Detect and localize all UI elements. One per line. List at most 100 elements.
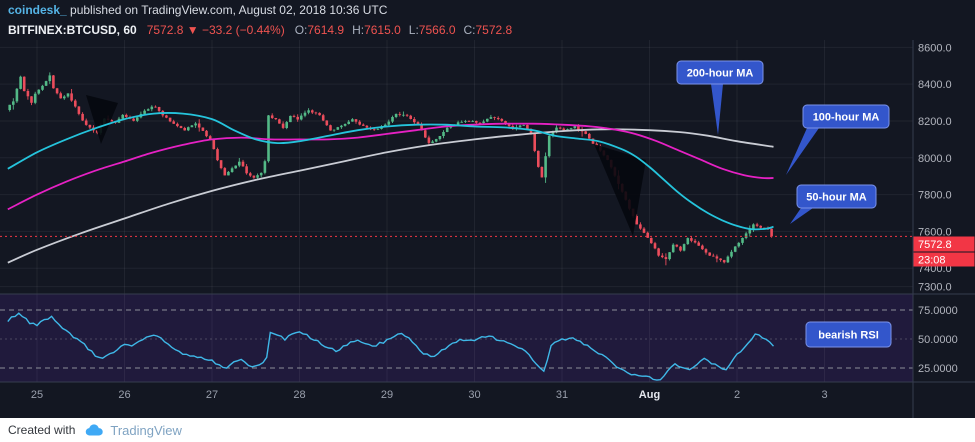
- candle-body: [456, 122, 460, 125]
- candle-body: [584, 131, 587, 134]
- chart-canvas[interactable]: 8600.08400.08200.08000.07800.07600.07400…: [0, 40, 975, 418]
- candle-body: [179, 126, 183, 128]
- candle-body: [438, 136, 442, 140]
- time-tick-label: 30: [468, 389, 480, 401]
- candle-body: [281, 123, 285, 128]
- candle-body: [321, 115, 325, 121]
- candle-body: [216, 149, 219, 161]
- candle-body: [223, 168, 227, 176]
- tradingview-cloud-icon: [86, 424, 104, 436]
- low-label: L:: [408, 23, 419, 37]
- candle-body: [263, 161, 267, 173]
- candle-body: [566, 129, 569, 131]
- price-tick-label: 7800.0: [918, 190, 952, 202]
- candle-body: [136, 117, 139, 121]
- callout-100-hour-ma[interactable]: 100-hour MA: [786, 104, 890, 175]
- candle-body: [489, 117, 493, 119]
- candle-body: [372, 129, 376, 131]
- candle-body: [682, 244, 686, 251]
- close-value: 7572.8: [475, 23, 513, 37]
- candle-body: [66, 93, 70, 97]
- candle-body: [759, 225, 762, 228]
- candle-body: [671, 244, 675, 253]
- time-axis[interactable]: 25 26 27 28 29 30 31 Aug 2 3: [31, 389, 828, 401]
- rsi-tick-label: 50.0000: [918, 334, 958, 346]
- candle-body: [744, 233, 748, 238]
- candle-body: [26, 91, 30, 97]
- candle-body: [165, 115, 168, 118]
- tradingview-link[interactable]: TradingView: [83, 422, 182, 438]
- callout-200-hour-ma[interactable]: 200-hour MA: [676, 60, 764, 135]
- candle-body: [143, 110, 146, 114]
- candle-body: [270, 115, 274, 118]
- candle-body: [267, 115, 270, 162]
- last-price-badge: 7572.8: [913, 236, 975, 252]
- price-axis[interactable]: 8600.08400.08200.08000.07800.07600.07400…: [918, 42, 958, 375]
- candle-body: [588, 133, 591, 139]
- ma-100-line: [7, 122, 774, 211]
- candle-body: [132, 118, 135, 121]
- candle-body: [325, 120, 329, 126]
- candle-body: [577, 126, 580, 130]
- price-tick-label: 8600.0: [918, 42, 952, 54]
- candle-body: [176, 123, 179, 127]
- candle-body: [256, 175, 259, 178]
- candle-body: [555, 127, 558, 133]
- candle-body: [172, 121, 175, 124]
- candle-body: [427, 137, 431, 143]
- rsi-pane-bg: [0, 294, 913, 382]
- candle-body: [219, 160, 223, 169]
- candle-body: [354, 119, 358, 122]
- candle-body: [664, 257, 668, 259]
- candle-body: [63, 96, 66, 99]
- candle-body: [285, 122, 288, 128]
- time-tick-label: 26: [118, 389, 130, 401]
- candle-body: [394, 114, 398, 117]
- svg-text:7572.8: 7572.8: [918, 239, 952, 251]
- candle-body: [686, 238, 690, 245]
- time-tick-label: Aug: [639, 389, 660, 401]
- candle-body: [383, 124, 387, 127]
- candle-body: [701, 245, 704, 250]
- created-with-text: Created with: [8, 423, 76, 437]
- time-tick-label: 29: [381, 389, 393, 401]
- candle-body: [157, 107, 161, 111]
- candle-body: [493, 117, 496, 118]
- callout-50-hour-ma[interactable]: 50-hour MA: [790, 184, 877, 224]
- candle-body: [526, 124, 529, 129]
- candle-body: [358, 121, 361, 125]
- candle-body: [752, 224, 755, 230]
- candle-body: [318, 112, 321, 116]
- candle-body: [44, 81, 48, 86]
- candle-body: [77, 106, 81, 114]
- chart-area[interactable]: 8600.0 8400.0 8200.0 8000.0 7800.0 7600.0 7400…: [0, 40, 975, 418]
- attribution-bar: Created with TradingView: [0, 418, 975, 442]
- candle-body: [74, 100, 77, 107]
- candle-body: [187, 127, 190, 131]
- candle-body: [445, 127, 449, 132]
- candle-body: [726, 256, 730, 263]
- time-tick-label: 31: [556, 389, 568, 401]
- candle-body: [212, 139, 216, 150]
- candle-body: [84, 120, 88, 125]
- byline-username[interactable]: coindesk_: [8, 3, 67, 17]
- candle-body: [48, 75, 52, 82]
- symbol-name[interactable]: BITFINEX:BTCUSD, 60: [8, 23, 137, 37]
- candle-body: [464, 121, 467, 122]
- candle-body: [712, 255, 715, 257]
- callout-bearish-rsi[interactable]: bearish RSI: [805, 321, 892, 348]
- candle-body: [15, 88, 19, 102]
- candle-body: [351, 119, 354, 122]
- candle-body: [409, 115, 412, 119]
- candle-body: [59, 93, 62, 99]
- candle-body: [486, 118, 489, 122]
- close-label: C:: [463, 23, 476, 37]
- candle-body: [274, 118, 278, 120]
- candle-body: [347, 121, 350, 124]
- time-tick-label: 2: [734, 389, 740, 401]
- time-tick-label: 27: [206, 389, 218, 401]
- candle-body: [252, 175, 256, 178]
- candle-body: [475, 121, 478, 123]
- candle-body: [208, 136, 212, 139]
- candle-body: [278, 119, 281, 124]
